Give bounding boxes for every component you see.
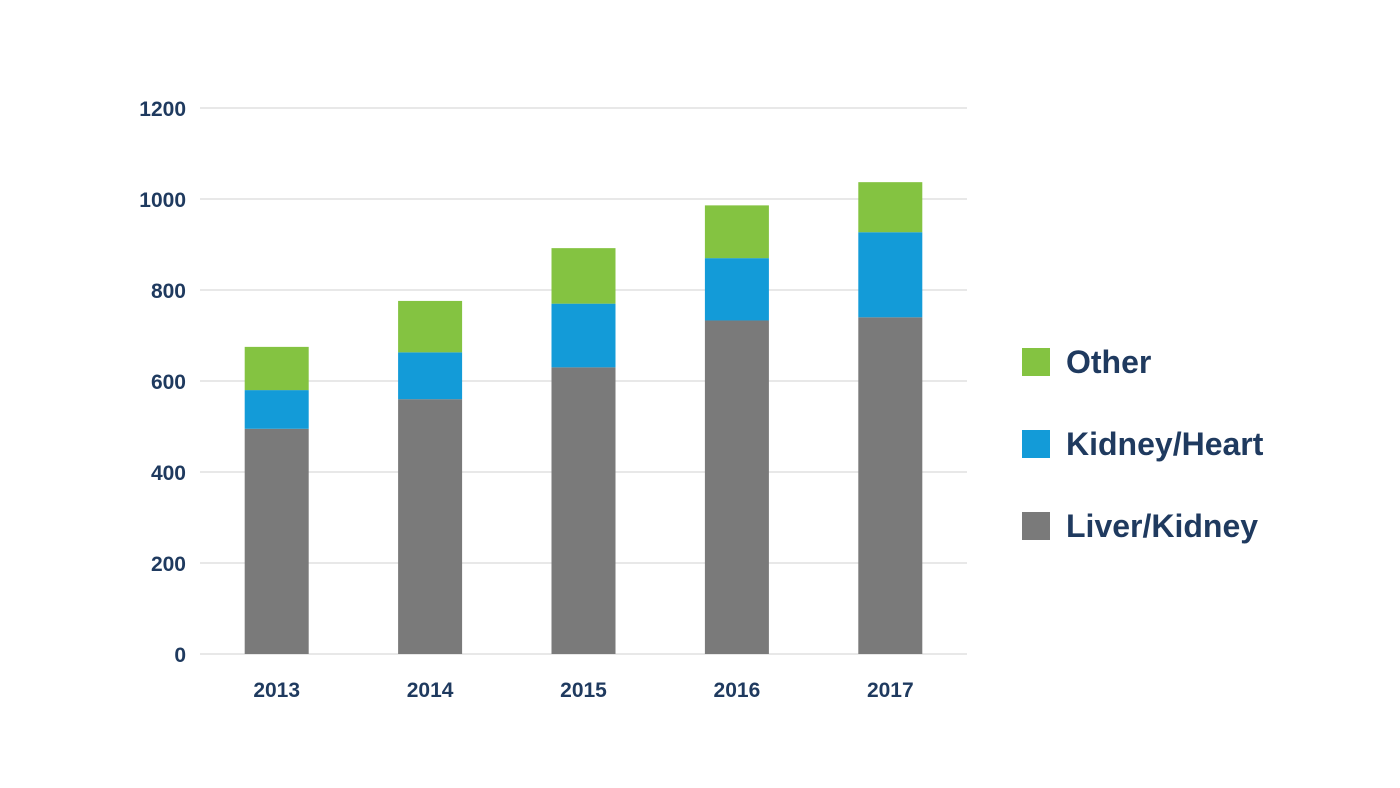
y-tick-label: 200 — [151, 553, 186, 576]
y-tick-label: 1000 — [139, 189, 186, 212]
legend-swatch-kidney-heart — [1022, 430, 1050, 458]
bar-other-2017 — [858, 182, 923, 233]
bar-kidney-heart-2015 — [551, 303, 616, 368]
bars — [244, 182, 923, 654]
bar-liver-kidney-2013 — [244, 428, 309, 654]
legend-label-kidney-heart: Kidney/Heart — [1066, 425, 1264, 462]
y-tick-label: 600 — [151, 371, 186, 394]
bar-kidney-heart-2013 — [244, 390, 309, 429]
y-tick-label: 800 — [151, 280, 186, 303]
bar-other-2013 — [244, 346, 309, 391]
legend-swatch-other — [1022, 348, 1050, 376]
y-tick-label: 400 — [151, 462, 186, 485]
legend-swatch-liver-kidney — [1022, 512, 1050, 540]
bar-liver-kidney-2016 — [704, 320, 769, 654]
legend-label-other: Other — [1066, 343, 1152, 380]
bar-other-2016 — [704, 205, 769, 259]
bar-other-2014 — [398, 300, 463, 353]
bar-other-2015 — [551, 248, 616, 304]
legend-item-kidney-heart: Kidney/Heart — [1022, 420, 1382, 468]
x-axis-ticks: 2013 2014 2015 2016 2017 — [253, 679, 913, 702]
bar-liver-kidney-2014 — [398, 399, 463, 654]
bar-kidney-heart-2014 — [398, 352, 463, 400]
x-tick-label: 2013 — [253, 679, 300, 702]
bar-kidney-heart-2017 — [858, 232, 923, 318]
legend-label-liver-kidney: Liver/Kidney — [1066, 507, 1259, 544]
y-axis-ticks: 0 200 400 600 800 1000 1200 — [139, 98, 186, 667]
legend: Other Kidney/Heart Liver/Kidney — [1022, 338, 1382, 584]
legend-item-other: Other — [1022, 338, 1382, 386]
legend-item-liver-kidney: Liver/Kidney — [1022, 502, 1382, 550]
bar-liver-kidney-2015 — [551, 367, 616, 654]
y-tick-label: 1200 — [139, 98, 186, 121]
x-tick-label: 2015 — [560, 679, 607, 702]
bar-liver-kidney-2017 — [858, 317, 923, 654]
x-tick-label: 2016 — [714, 679, 761, 702]
y-tick-label: 0 — [174, 644, 186, 667]
x-tick-label: 2017 — [867, 679, 914, 702]
bar-kidney-heart-2016 — [704, 258, 769, 321]
x-tick-label: 2014 — [407, 679, 454, 702]
